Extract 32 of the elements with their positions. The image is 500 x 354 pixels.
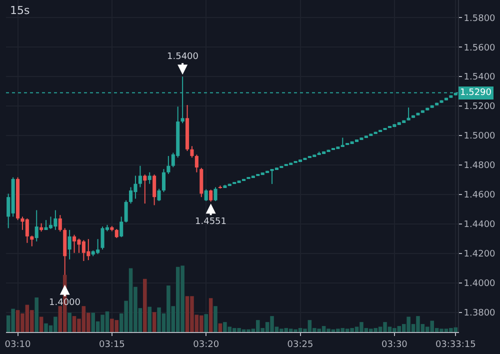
- y-tick-label: 1.5200: [464, 102, 496, 112]
- annotation: 1.4551: [195, 217, 226, 227]
- annotation: 1.5400: [167, 52, 199, 62]
- x-tick-label: 03:25: [287, 340, 314, 350]
- y-tick-label: 1.5400: [464, 72, 496, 83]
- bar: [148, 306, 152, 332]
- x-tick-label: 03:20: [193, 340, 220, 350]
- y-tick-label: 1.5000: [464, 132, 496, 142]
- annotation: 1.4000: [49, 298, 81, 308]
- y-tick-label: 1.4200: [464, 250, 496, 260]
- y-tick-label: 1.4600: [464, 190, 496, 201]
- bar: [152, 312, 156, 332]
- bar: [214, 306, 218, 332]
- y-tick-label: 1.5800: [464, 14, 496, 24]
- y-tick-label: 1.4800: [464, 161, 496, 172]
- bar: [204, 314, 208, 332]
- ref-line-label: 1.5290: [460, 88, 492, 98]
- bar: [34, 297, 38, 332]
- y-tick-label: 1.3800: [464, 308, 496, 318]
- x-tick-label: 03:30: [381, 340, 408, 350]
- x-tick-label: 03:33:15: [435, 340, 476, 350]
- bar: [39, 316, 44, 332]
- x-tick-label: 03:15: [98, 340, 125, 350]
- y-tick-label: 1.5600: [464, 43, 496, 54]
- x-tick-label: 03:10: [4, 340, 32, 350]
- bar: [218, 323, 222, 332]
- bar: [208, 298, 213, 332]
- y-tick-label: 1.4400: [464, 220, 496, 230]
- bar: [68, 312, 72, 332]
- y-tick-label: 1.4000: [464, 278, 496, 289]
- chart-title: 15s: [10, 4, 30, 17]
- bar: [143, 278, 147, 332]
